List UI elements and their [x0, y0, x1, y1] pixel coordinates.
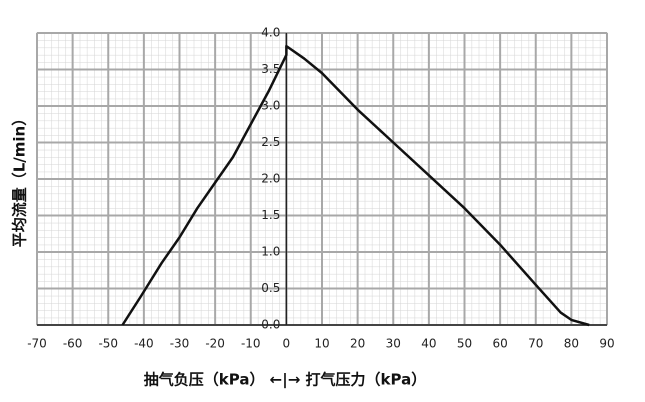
x-tick-label: -30: [170, 337, 190, 351]
x-tick-label: -40: [134, 337, 154, 351]
x-axis-title: 抽气负压（kPa） ←|→ 打气压力（kPa）: [144, 371, 426, 390]
x-tick-label: 50: [457, 337, 472, 351]
y-axis-title: 平均流量（L/min）: [11, 111, 29, 248]
x-tick-label: -50: [98, 337, 118, 351]
x-tick-label: 40: [421, 337, 436, 351]
y-tick-label: 3.5: [261, 62, 280, 76]
x-tick-label: 70: [528, 337, 543, 351]
x-tick-label: 90: [599, 337, 614, 351]
x-tick-label: 30: [386, 337, 401, 351]
x-tick-label: 60: [492, 337, 507, 351]
x-tick-label: 0: [283, 337, 291, 351]
x-tick-label: -10: [241, 337, 261, 351]
x-tick-label: -60: [63, 337, 83, 351]
y-tick-label: 2.5: [261, 135, 280, 149]
y-tick-label: 1.5: [261, 208, 280, 222]
y-tick-label: 0.5: [261, 281, 280, 295]
x-tick-label: -70: [27, 337, 47, 351]
x-tick-label: 10: [314, 337, 329, 351]
y-tick-label: 2.0: [261, 172, 280, 186]
x-tick-label: -20: [205, 337, 225, 351]
y-tick-label: 3.0: [261, 99, 280, 113]
x-tick-label: 20: [350, 337, 365, 351]
y-tick-label: 1.0: [261, 245, 280, 259]
x-tick-label: 80: [564, 337, 579, 351]
y-tick-label: 4.0: [261, 26, 280, 40]
data-line: [121, 44, 590, 327]
